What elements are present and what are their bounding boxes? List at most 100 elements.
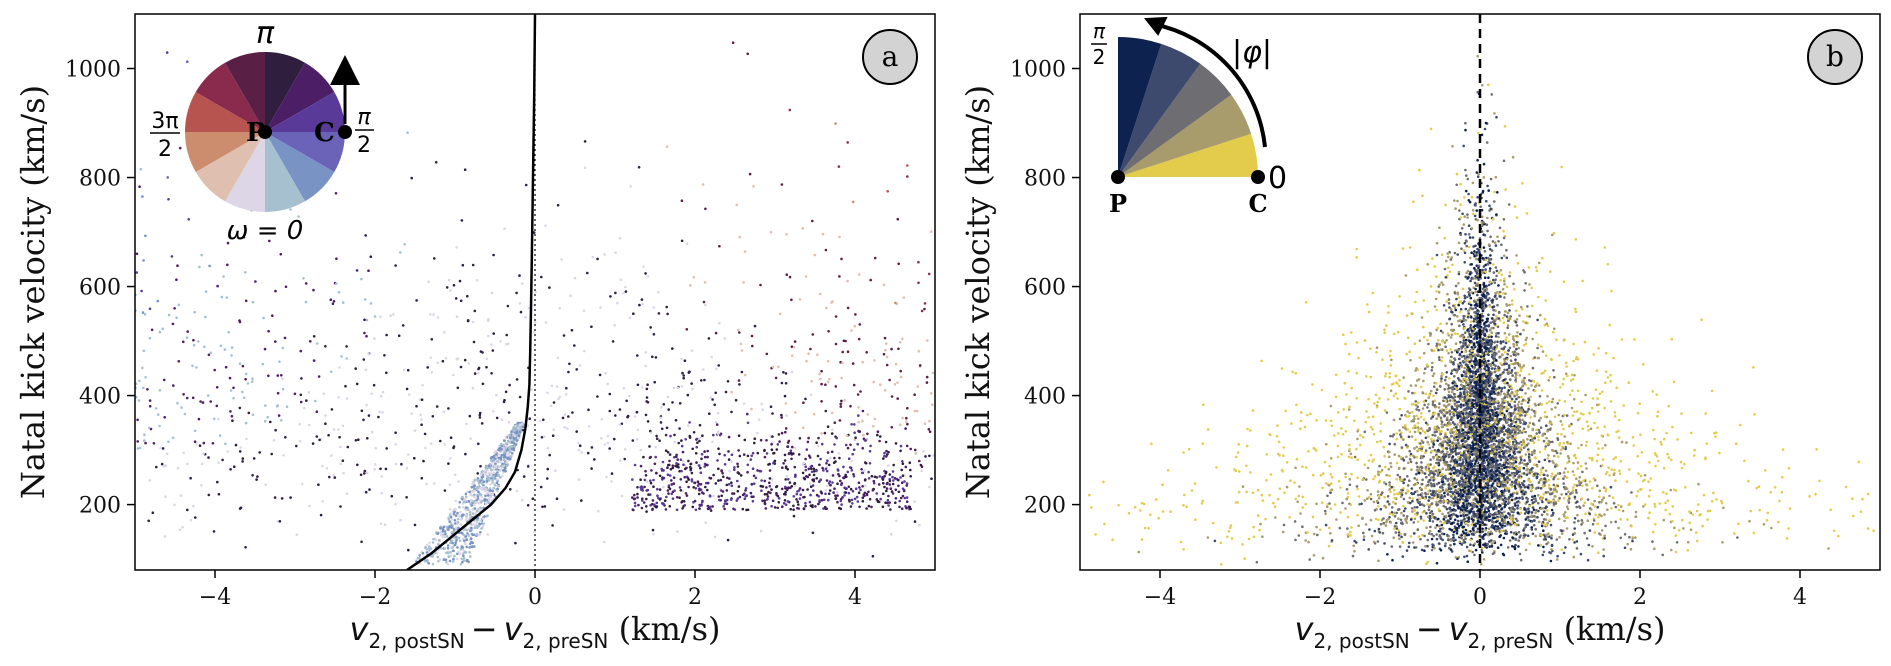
data-point xyxy=(1504,351,1507,354)
data-point xyxy=(571,411,574,414)
data-point xyxy=(807,352,810,356)
data-point xyxy=(746,508,750,512)
data-point xyxy=(743,373,747,377)
data-point xyxy=(478,509,481,512)
data-point xyxy=(299,400,303,404)
data-point xyxy=(1420,548,1424,552)
data-point xyxy=(1460,543,1464,546)
data-point xyxy=(790,370,794,374)
data-point xyxy=(920,309,924,313)
data-point xyxy=(817,502,820,506)
data-point xyxy=(863,491,867,495)
data-point xyxy=(1476,298,1480,302)
data-point xyxy=(872,424,875,428)
data-point xyxy=(1249,471,1252,474)
data-point xyxy=(216,480,219,484)
data-point xyxy=(186,330,189,333)
data-point xyxy=(176,466,180,470)
data-point xyxy=(1378,531,1382,534)
data-point xyxy=(480,495,484,499)
data-point xyxy=(1441,356,1444,359)
data-point xyxy=(687,459,690,463)
data-point xyxy=(700,501,704,504)
data-point xyxy=(857,273,861,276)
data-point xyxy=(680,385,684,388)
data-point xyxy=(328,475,331,479)
data-point xyxy=(148,399,152,402)
data-point xyxy=(209,400,212,403)
data-point xyxy=(1469,320,1473,323)
data-point xyxy=(805,359,808,363)
data-point xyxy=(882,283,886,287)
data-point xyxy=(1252,525,1255,529)
data-point xyxy=(853,423,856,426)
data-point xyxy=(144,441,147,445)
data-point xyxy=(658,439,661,443)
data-point xyxy=(714,391,717,395)
data-point xyxy=(379,467,382,471)
data-point xyxy=(1459,340,1462,344)
data-point xyxy=(457,480,460,483)
data-point xyxy=(644,413,648,417)
data-point xyxy=(853,431,856,435)
data-point xyxy=(1445,371,1449,374)
data-point xyxy=(867,477,871,480)
data-point xyxy=(1608,494,1611,498)
data-point xyxy=(1596,397,1599,400)
data-point xyxy=(1503,524,1507,528)
data-point xyxy=(437,543,440,546)
data-point xyxy=(192,504,195,508)
data-point xyxy=(608,447,611,450)
data-point xyxy=(491,489,494,493)
data-point xyxy=(837,165,841,168)
data-point xyxy=(884,348,887,352)
data-point xyxy=(763,449,766,453)
data-point xyxy=(1413,342,1417,346)
data-point xyxy=(1557,455,1560,458)
data-point xyxy=(151,511,155,514)
data-point xyxy=(813,253,817,257)
data-point xyxy=(476,517,480,520)
data-point xyxy=(1532,523,1536,527)
data-point xyxy=(753,437,757,441)
data-point xyxy=(675,508,679,512)
data-point xyxy=(891,482,895,486)
data-point xyxy=(808,454,811,458)
data-point xyxy=(703,450,706,453)
data-point xyxy=(707,337,711,340)
data-point xyxy=(1513,417,1516,421)
data-point xyxy=(1362,535,1366,538)
data-point xyxy=(276,374,280,377)
data-point xyxy=(1393,493,1396,496)
data-point xyxy=(278,520,282,523)
data-point xyxy=(789,451,793,455)
data-point xyxy=(407,393,411,396)
data-point xyxy=(561,416,565,420)
data-point xyxy=(700,457,703,461)
data-point xyxy=(543,435,546,439)
data-point xyxy=(870,474,874,478)
data-point xyxy=(1441,512,1444,516)
data-point xyxy=(1388,442,1391,446)
data-point xyxy=(652,306,656,309)
data-point xyxy=(1504,188,1507,191)
data-point xyxy=(494,462,497,466)
data-point xyxy=(1535,432,1538,435)
data-point xyxy=(202,452,205,455)
data-point xyxy=(693,499,697,503)
data-point xyxy=(441,359,445,363)
data-point xyxy=(389,314,393,318)
data-point xyxy=(645,400,648,403)
data-point xyxy=(847,498,851,502)
data-point xyxy=(479,531,482,534)
data-point xyxy=(420,398,424,402)
data-point xyxy=(1426,544,1429,548)
data-point xyxy=(1490,93,1494,96)
data-point xyxy=(743,492,746,496)
data-point xyxy=(899,444,903,448)
data-point xyxy=(486,468,489,472)
data-point xyxy=(1554,485,1557,488)
wheel-segment xyxy=(265,62,335,132)
data-point xyxy=(472,489,476,493)
data-point xyxy=(564,392,568,396)
